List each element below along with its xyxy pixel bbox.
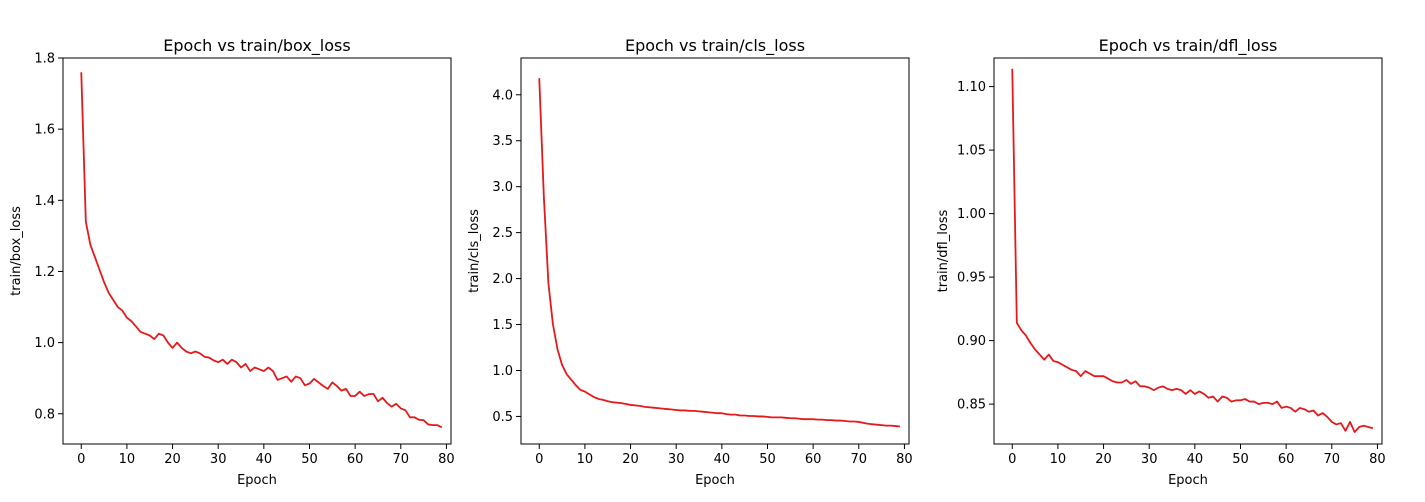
y-tick-label: 1.4 <box>34 194 55 209</box>
x-tick-label: 20 <box>622 452 639 467</box>
y-tick-label: 1.0 <box>492 364 513 379</box>
x-tick-label: 20 <box>164 452 181 467</box>
chart-title: Epoch vs train/dfl_loss <box>1099 36 1278 56</box>
y-axis-label: train/box_loss <box>9 206 24 296</box>
x-tick-label: 40 <box>1187 452 1204 467</box>
y-tick-label: 0.85 <box>957 398 986 413</box>
subplot-box-loss: Epoch vs train/box_loss 0 10 20 30 40 50 60 70 80… <box>9 36 455 488</box>
x-tick-label: 80 <box>1369 452 1386 467</box>
y-tick-label: 1.6 <box>34 123 55 138</box>
chart-title: Epoch vs train/cls_loss <box>625 36 805 56</box>
x-tick-label: 70 <box>1324 452 1341 467</box>
y-tick-label: 0.95 <box>957 271 986 286</box>
x-tick-label: 50 <box>301 452 318 467</box>
y-tick-label: 3.5 <box>492 134 513 149</box>
y-tick-label: 1.5 <box>492 318 513 333</box>
x-tick-label: 0 <box>77 452 85 467</box>
x-axis-label: Epoch <box>695 473 735 488</box>
x-tick-label: 20 <box>1095 452 1112 467</box>
x-tick-label: 10 <box>1050 452 1067 467</box>
x-tick-label: 40 <box>714 452 731 467</box>
plot-frame <box>993 57 1383 445</box>
x-tick-label: 50 <box>759 452 776 467</box>
y-tick-label: 1.05 <box>957 144 986 159</box>
y-tick-label: 0.90 <box>957 334 986 349</box>
x-tick-label: 30 <box>1141 452 1158 467</box>
x-tick-label: 0 <box>1008 452 1016 467</box>
y-tick-label: 0.5 <box>492 410 513 425</box>
y-tick-label: 3.0 <box>492 180 513 195</box>
y-tick-label: 0.8 <box>34 407 55 422</box>
x-tick-label: 60 <box>1278 452 1295 467</box>
x-tick-label: 10 <box>577 452 594 467</box>
plot-frame <box>62 57 452 445</box>
x-tick-label: 50 <box>1232 452 1249 467</box>
x-tick-label: 10 <box>119 452 136 467</box>
chart-title: Epoch vs train/box_loss <box>163 36 350 56</box>
x-tick-label: 70 <box>393 452 410 467</box>
series-line <box>1011 68 1374 433</box>
x-tick-label: 30 <box>668 452 685 467</box>
y-tick-label: 1.00 <box>957 207 986 222</box>
x-tick-label: 30 <box>210 452 227 467</box>
x-tick-label: 80 <box>438 452 455 467</box>
x-tick-label: 0 <box>535 452 543 467</box>
y-tick-label: 1.10 <box>957 80 986 95</box>
y-tick-label: 1.0 <box>34 336 55 351</box>
y-tick-label: 1.2 <box>34 265 55 280</box>
y-axis-label: train/cls_loss <box>467 209 482 293</box>
x-tick-label: 40 <box>256 452 273 467</box>
subplot-dfl-loss: Epoch vs train/dfl_loss 0 10 20 30 40 50 60 70 80… <box>936 36 1386 488</box>
x-axis-label: Epoch <box>237 473 277 488</box>
x-axis-label: Epoch <box>1168 473 1208 488</box>
y-tick-label: 1.8 <box>34 52 55 67</box>
x-tick-label: 60 <box>805 452 822 467</box>
series-line <box>538 78 900 428</box>
y-tick-label: 2.5 <box>492 226 513 241</box>
x-tick-label: 70 <box>851 452 868 467</box>
subplot-cls-loss: Epoch vs train/cls_loss 0 10 20 30 40 50 60 70 80… <box>467 36 913 488</box>
y-axis-label: train/dfl_loss <box>936 209 951 292</box>
series-line <box>80 72 443 429</box>
x-tick-label: 80 <box>896 452 913 467</box>
plot-frame <box>520 57 910 445</box>
y-tick-label: 2.0 <box>492 272 513 287</box>
x-tick-label: 60 <box>347 452 364 467</box>
y-tick-label: 4.0 <box>492 88 513 103</box>
